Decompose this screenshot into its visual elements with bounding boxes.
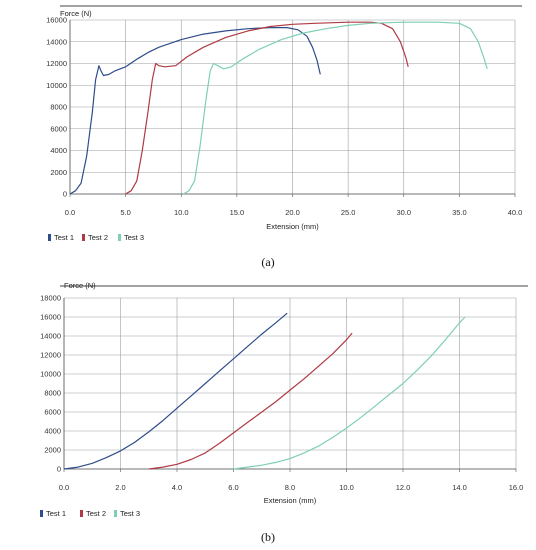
legend-label: Test 3 [124,233,144,242]
x-tick-label: 5.0 [120,208,130,217]
legend-swatch [40,510,43,517]
x-axis-title: Extension (mm) [266,222,319,231]
series-line-test-1 [63,312,288,470]
y-tick-label: 0 [57,465,61,474]
series-line-test-2 [148,332,353,470]
series-line-test-2 [125,21,409,195]
series-line-test-1 [69,27,321,195]
y-tick-label: 12000 [46,59,67,68]
y-axis-title: Force (N) [64,281,96,290]
y-tick-label: 18000 [40,294,61,303]
y-tick-label: 14000 [40,332,61,341]
legend-swatch [48,234,51,241]
x-tick-label: 15.0 [230,208,245,217]
y-tick-label: 6000 [50,124,67,133]
y-tick-label: 4000 [44,427,61,436]
y-tick-label: 10000 [46,81,67,90]
y-tick-label: 16000 [46,16,67,25]
y-tick-label: 8000 [44,389,61,398]
legend-swatch [118,234,121,241]
x-tick-label: 8.0 [285,483,295,492]
x-tick-label: 0.0 [59,483,69,492]
legend-label: Test 2 [88,233,108,242]
panel-label: (b) [261,530,275,544]
y-tick-label: 8000 [50,103,67,112]
chart-panel-a: 0 2000 4000 6000 8000 10000 12000 14000 16000 0.0… [46,5,523,269]
legend-swatch [82,234,85,241]
legend-label: Test 1 [54,233,74,242]
x-tick-label: 0.0 [65,208,75,217]
legend-label: Test 3 [120,509,140,518]
x-tick-label: 10.0 [339,483,354,492]
y-tick-label: 14000 [46,37,67,46]
x-tick-label: 35.0 [452,208,467,217]
x-tick-label: 30.0 [396,208,411,217]
x-tick-label: 4.0 [172,483,182,492]
y-tick-label: 16000 [40,313,61,322]
series-line-test-3 [233,316,466,470]
y-tick-label: 0 [63,190,67,199]
legend-label: Test 1 [46,509,66,518]
x-tick-label: 2.0 [115,483,125,492]
series-line-test-3 [183,21,488,195]
legend-label: Test 2 [86,509,106,518]
y-tick-label: 6000 [44,408,61,417]
y-tick-label: 10000 [40,370,61,379]
y-tick-label: 12000 [40,351,61,360]
x-tick-label: 16.0 [509,483,524,492]
chart-panel-b: 0 2000 4000 6000 8000 10000 12000 14000 16000 180… [40,281,528,544]
legend-swatch [80,510,83,517]
x-axis-title: Extension (mm) [264,496,317,505]
y-axis-title: Force (N) [60,9,92,18]
x-tick-label: 12.0 [396,483,411,492]
x-tick-label: 40.0 [508,208,523,217]
x-tick-label: 10.0 [174,208,189,217]
legend-swatch [114,510,117,517]
panel-label: (a) [261,255,274,269]
y-tick-label: 4000 [50,146,67,155]
y-tick-label: 2000 [50,168,67,177]
x-tick-label: 25.0 [341,208,356,217]
x-tick-label: 6.0 [228,483,238,492]
x-tick-label: 20.0 [285,208,300,217]
y-tick-label: 2000 [44,446,61,455]
x-tick-label: 14.0 [452,483,467,492]
